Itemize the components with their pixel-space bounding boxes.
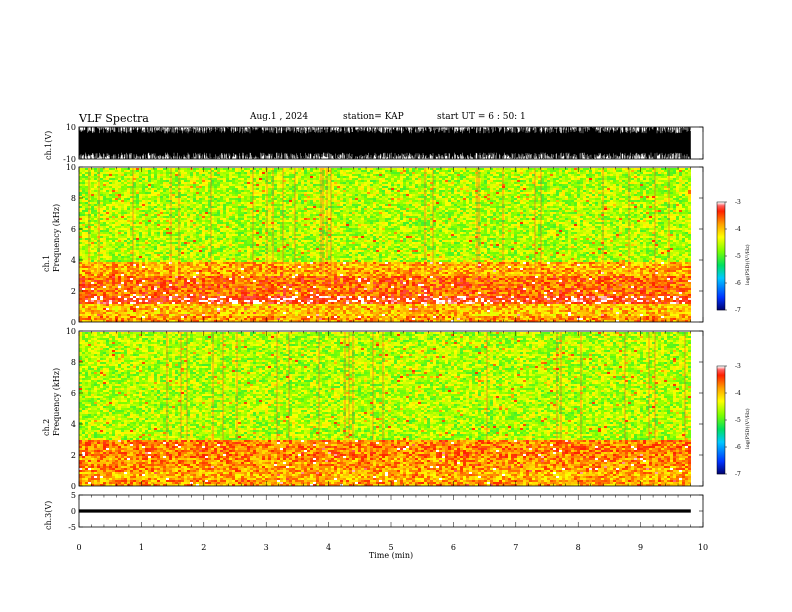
x-axis-label: Time (min): [369, 551, 413, 560]
ch2-colorbar-label: log(PSD)(V²/Hz): [745, 408, 751, 449]
ch2-spectrogram-ylabel-line-0: ch.2: [42, 419, 51, 436]
ch2-spectrogram-ytick-label-0: 0: [71, 482, 76, 491]
ch3-ylabel: ch.3(V): [44, 501, 53, 530]
ch2-spectrogram-colorbar-tick-1: -4: [735, 390, 741, 397]
ch1-spectrogram-ylabel-line-1: Frequency (kHz): [52, 204, 61, 272]
xtick-label-1: 1: [139, 543, 144, 552]
ch2-spectrogram-colorbar-tick-4: -7: [735, 471, 741, 478]
ch2-spectrogram-colorbar-tick-3: -6: [735, 444, 741, 451]
ch1-spectrogram-colorbar: [717, 202, 725, 310]
ch2-spectrogram-ytick-label-2: 4: [71, 420, 76, 429]
ch1-spectrogram-ytick-label-4: 8: [71, 194, 76, 203]
xtick-label-6: 6: [451, 543, 456, 552]
xtick-label-3: 3: [264, 543, 269, 552]
ch3-waveform-ytick-label-0: 5: [71, 491, 76, 500]
vlf-spectra-figure: 10-100246810-3-4-5-6-70246810-3-4-5-6-75…: [0, 0, 792, 612]
ch1-spectrogram-ytick-label-0: 0: [71, 318, 76, 327]
xtick-label-2: 2: [201, 543, 206, 552]
ch2-spectrogram-ylabel-line-1: Frequency (kHz): [52, 368, 61, 436]
ch1-spectrogram-colorbar-tick-4: -7: [735, 307, 741, 314]
ch1-waveform-path: [79, 127, 691, 159]
ch3-waveform-ytick-label-2: -5: [68, 523, 76, 532]
ch1-waveform-trace: [79, 127, 691, 159]
ch1-ylabel: ch.1(V): [44, 131, 53, 160]
ch2-spectrogram-colorbar-tick-0: -3: [735, 363, 741, 370]
ch1-colorbar-label: log(PSD)(V²/Hz): [745, 244, 751, 285]
ch1-spectrogram-colorbar-tick-3: -6: [735, 280, 741, 287]
ch2-spectrogram-colorbar-tick-2: -5: [735, 417, 741, 424]
xtick-label-0: 0: [76, 543, 81, 552]
ch2-spectrogram-cells: [79, 332, 691, 486]
ch2-spectrogram-colorbar: [717, 366, 725, 474]
ch1-spectrogram-ylabel-line-0: ch.1: [42, 255, 51, 272]
xtick-label-7: 7: [513, 543, 518, 552]
ch1-spectrogram-colorbar-tick-2: -5: [735, 253, 741, 260]
ch2-spectrogram-ytick-label-5: 10: [66, 327, 76, 336]
ch1-spectrogram-ytick-label-3: 6: [71, 225, 76, 234]
ch2-spectrogram-ytick-label-1: 2: [71, 451, 76, 460]
ch1-spectrogram-colorbar-tick-0: -3: [735, 199, 741, 206]
ch2-spectrogram-ytick-label-3: 6: [71, 389, 76, 398]
ch2-spectrogram-ytick-label-4: 8: [71, 358, 76, 367]
ch1-spectrogram-colorbar-tick-1: -4: [735, 226, 741, 233]
xtick-label-4: 4: [326, 543, 331, 552]
ch3-waveform-ytick-label-1: 0: [71, 507, 76, 516]
ch1-waveform-ytick-label-0: 10: [66, 123, 76, 132]
ch3-waveform-trace: [79, 509, 691, 512]
xtick-label-9: 9: [638, 543, 643, 552]
xtick-label-8: 8: [576, 543, 581, 552]
ch1-spectrogram-ytick-label-5: 10: [66, 163, 76, 172]
ch1-spectrogram-ytick-label-1: 2: [71, 287, 76, 296]
xtick-label-10: 10: [698, 543, 708, 552]
ch1-spectrogram-ytick-label-2: 4: [71, 256, 76, 265]
